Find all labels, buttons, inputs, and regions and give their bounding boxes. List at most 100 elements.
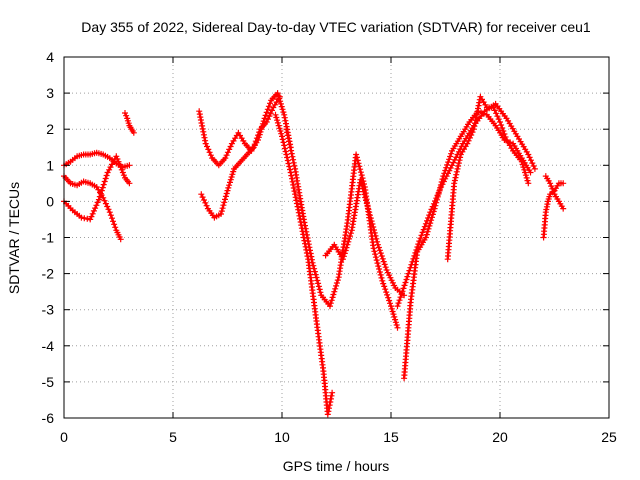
- data-point: [327, 300, 334, 307]
- data-point: [439, 176, 446, 183]
- data-point: [276, 125, 283, 132]
- data-point: [206, 149, 213, 156]
- data-point: [204, 143, 210, 150]
- data-point: [224, 187, 231, 194]
- x-tick-label: 25: [601, 429, 617, 445]
- data-point: [278, 103, 285, 110]
- data-point: [266, 113, 273, 120]
- data-point: [560, 180, 567, 187]
- data-point: [441, 170, 448, 177]
- data-point: [377, 271, 384, 278]
- data-point: [310, 262, 317, 269]
- data-point: [230, 168, 237, 175]
- data-point: [498, 122, 505, 128]
- data-point: [281, 145, 288, 152]
- data-point: [367, 212, 373, 219]
- data-point: [280, 139, 287, 146]
- data-point: [382, 286, 389, 293]
- data-point: [528, 157, 534, 164]
- data-point: [531, 165, 538, 172]
- data-point: [109, 215, 115, 222]
- data-point: [375, 244, 382, 251]
- data-point: [490, 104, 497, 111]
- data-point: [311, 265, 318, 272]
- data-point: [495, 116, 502, 123]
- data-point: [130, 129, 137, 136]
- data-point: [422, 220, 429, 227]
- data-point: [421, 223, 428, 230]
- x-tick-label: 20: [492, 429, 508, 445]
- data-point: [365, 206, 372, 213]
- data-point: [468, 132, 475, 138]
- data-point: [343, 244, 350, 251]
- data-point: [277, 100, 284, 107]
- data-point: [284, 157, 291, 164]
- data-point: [284, 132, 291, 139]
- data-point: [406, 267, 413, 274]
- data-point: [379, 277, 386, 284]
- data-point: [251, 141, 258, 148]
- data-point: [286, 163, 293, 170]
- data-point: [267, 100, 273, 107]
- data-point: [334, 277, 341, 284]
- data-point: [457, 154, 464, 161]
- data-point: [363, 200, 370, 207]
- data-point: [420, 226, 427, 233]
- data-point: [357, 166, 364, 173]
- data-point: [356, 163, 363, 170]
- data-point: [451, 180, 458, 187]
- data-point: [284, 129, 290, 136]
- data-point: [399, 288, 406, 295]
- data-point: [223, 190, 230, 197]
- data-point: [326, 402, 333, 409]
- data-point: [524, 177, 531, 184]
- data-point: [122, 110, 128, 116]
- data-point: [205, 146, 212, 153]
- data-point: [428, 217, 435, 224]
- data-point: [315, 280, 322, 287]
- data-point: [376, 269, 383, 275]
- data-point: [425, 225, 432, 232]
- data-point: [353, 154, 360, 161]
- data-point: [102, 200, 109, 207]
- data-point: [327, 303, 333, 310]
- data-point: [340, 256, 346, 263]
- data-point: [281, 142, 288, 149]
- data-point: [314, 277, 321, 284]
- data-point: [96, 193, 103, 200]
- data-point: [286, 141, 293, 148]
- data-point: [429, 214, 435, 221]
- data-point: [543, 206, 550, 213]
- data-point: [501, 131, 508, 137]
- data-point: [347, 233, 353, 240]
- data-point: [317, 289, 324, 296]
- y-tick-label: -1: [42, 230, 55, 246]
- data-point: [378, 253, 385, 259]
- data-point: [307, 247, 313, 254]
- y-tick-label: -2: [42, 266, 55, 282]
- data-point: [283, 151, 290, 158]
- data-point: [445, 159, 452, 166]
- data-point: [344, 241, 351, 248]
- data-point: [273, 114, 280, 121]
- data-point: [275, 122, 282, 129]
- data-point: [279, 136, 286, 143]
- data-point: [369, 221, 376, 227]
- data-point: [381, 283, 388, 290]
- data-point: [522, 172, 529, 179]
- data-point: [198, 191, 205, 198]
- data-point: [374, 238, 381, 245]
- data-point: [285, 160, 292, 167]
- data-point: [355, 160, 362, 167]
- data-point: [547, 180, 554, 187]
- data-point: [434, 196, 440, 203]
- data-point: [346, 235, 353, 242]
- data-point: [90, 207, 97, 214]
- data-point: [265, 103, 272, 110]
- data-point: [278, 130, 285, 137]
- y-tick-label: 1: [46, 157, 54, 173]
- data-point: [282, 148, 289, 155]
- data-point: [359, 182, 366, 189]
- data-point: [387, 300, 393, 307]
- data-point: [491, 107, 498, 114]
